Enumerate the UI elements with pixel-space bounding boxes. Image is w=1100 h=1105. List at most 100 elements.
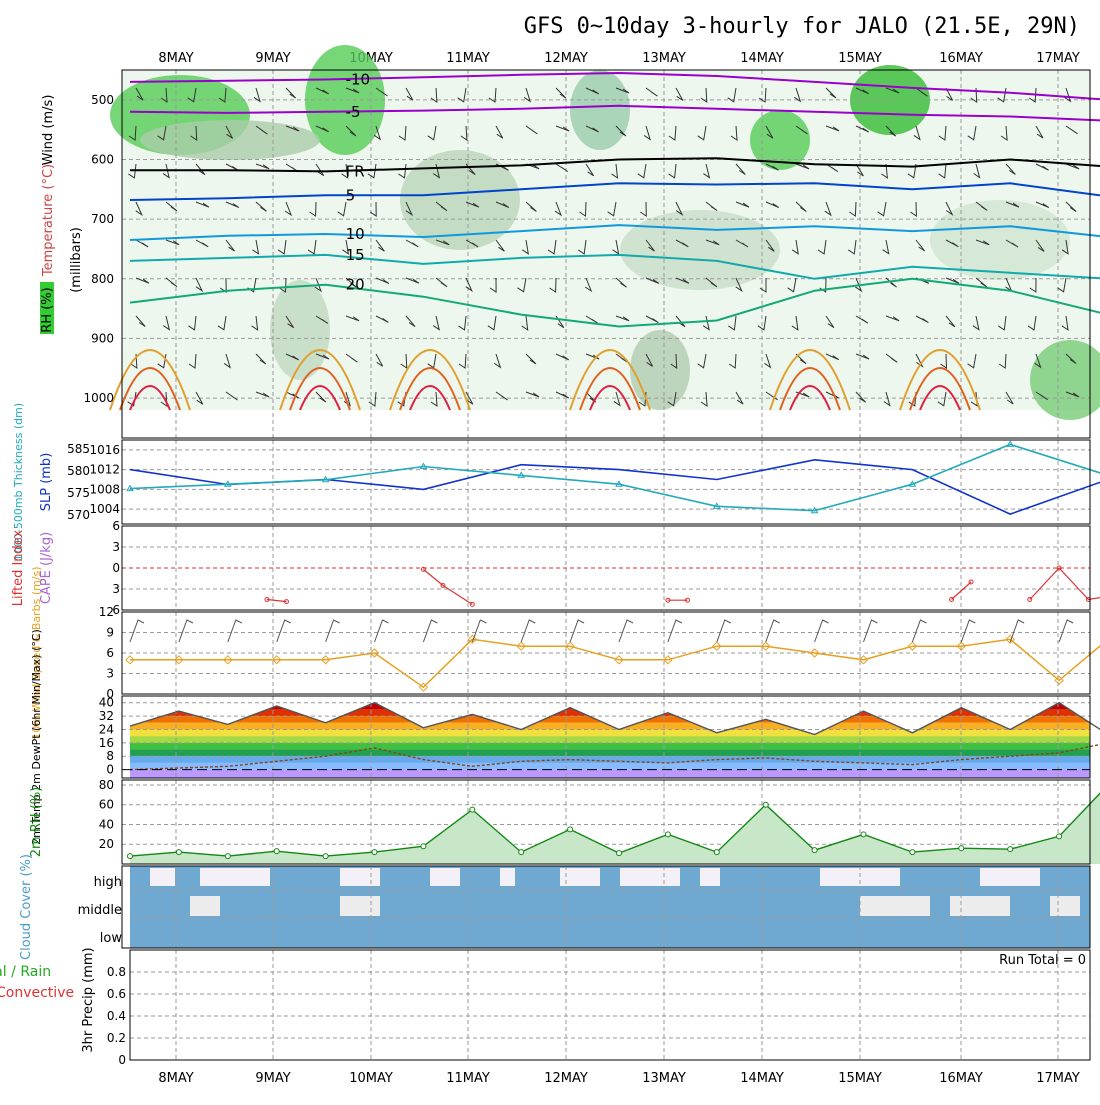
cloud-high-7 [700,868,720,886]
wind-barb-6 [423,620,437,642]
legend-total-rain: Total / Rain [0,964,51,980]
cloud-high-4 [500,868,515,886]
wind-barb-8 [521,620,535,642]
row-low: low [100,931,123,946]
top-date-8may: 8MAY [158,51,193,66]
bottom-date-14may: 14MAY [740,1071,784,1086]
wind-barb-7 [472,620,486,642]
wind-barb-12 [717,620,731,642]
bottom-date-15may: 15MAY [838,1071,882,1086]
rh2m-point-12 [714,850,719,855]
wind-barb-1 [179,620,193,642]
tick-label-1: 60 [99,798,114,812]
isotherm-label-5: 15 [346,246,365,264]
tick-label-3: 3 [112,582,120,596]
temp-band-0 [122,696,1090,703]
tick-label-3: 16 [99,736,114,750]
wind-speed-line [126,620,1100,691]
rh2m-point-11 [665,832,670,837]
top-date-13may: 13MAY [642,51,686,66]
temp-band-7 [122,743,1090,750]
wind-barb-5 [375,620,389,642]
rh2m-point-17 [959,846,964,851]
tick-label-2: 0 [112,561,120,575]
tick-label-3: 1004 [89,502,120,516]
cloud-mid-1 [340,896,380,916]
rh2m-point-4 [323,854,328,859]
isotherm-label-4: 10 [346,225,365,243]
run-total: Run Total = 0 [999,953,1086,968]
wind-barb-0 [130,620,144,642]
rh-blob-2 [570,70,630,150]
bottom-date-17may: 17MAY [1036,1071,1080,1086]
legend-convective: Convective [0,985,74,1001]
li-segment-1 [423,569,472,604]
li-line [265,566,1100,606]
li-segment-4 [1030,568,1100,600]
ylabel-wind: Wind (m/s) [41,95,56,166]
cloud-mid-4 [1050,896,1080,916]
rh2m-point-1 [176,850,181,855]
top-date-12may: 12MAY [544,51,588,66]
tick-label-3: 800 [91,272,114,286]
tick-label-2: 575 [67,486,90,500]
bottom-date-9may: 9MAY [255,1071,290,1086]
row-high: high [94,875,122,890]
cloud-high-0 [150,868,175,886]
wind-grid [122,612,1090,694]
tick-label-5: 1000 [83,391,114,405]
cloud-high-2 [340,868,380,886]
wind-barb-13 [766,620,780,642]
temp-band-6 [122,736,1090,743]
tick-label-0: 6 [112,519,120,533]
tick-label-4: 0 [118,1053,126,1067]
top-date-labels: 8MAY9MAY10MAY11MAY12MAY13MAY14MAY15MAY16… [158,51,1080,66]
cloud-high-6 [620,868,680,886]
tick-label-2: 700 [91,212,114,226]
tick-label-0: 500 [91,93,114,107]
wind-barb-18 [1010,620,1024,642]
tick-label-3: 0.2 [107,1031,126,1045]
tick-label-1: 9 [106,626,114,640]
tick-label-1: 1012 [89,463,120,477]
bottom-date-11may: 11MAY [446,1071,490,1086]
rh2m-point-5 [372,850,377,855]
bottom-date-13may: 13MAY [642,1071,686,1086]
rh2m-line [130,785,1100,856]
top-date-9may: 9MAY [255,51,290,66]
ylabel-rh: RH (%) [40,287,55,332]
rh-blob-5 [140,120,320,160]
tick-label-0: 585 [67,442,90,456]
tick-label-5: 0 [106,763,114,777]
rh2m-point-7 [470,807,475,812]
tick-label-1: 600 [91,152,114,166]
cloud-high-1 [200,868,270,886]
tick-label-1: 32 [99,709,114,723]
rh2m-point-15 [861,832,866,837]
series-thickness [130,444,1100,510]
cloud-mid-3 [950,896,1010,916]
li-segment-0 [267,600,287,602]
rh-blob-11 [630,330,690,410]
top-date-15may: 15MAY [838,51,882,66]
rh2m-point-14 [812,848,817,853]
wind-barb-15 [864,620,878,642]
tick-label-1: 580 [67,464,90,478]
rh2m-point-10 [617,851,622,856]
isotherm-label-1: -5 [346,103,361,121]
tick-label-2: 24 [99,722,114,736]
ylabel-cloud: Cloud Cover (%) [19,854,34,960]
isotherm-label-2: FR [346,162,365,180]
cloud-mid-0 [190,896,220,916]
top-date-17may: 17MAY [1036,51,1080,66]
top-date-11may: 11MAY [446,51,490,66]
top-date-16may: 16MAY [939,51,983,66]
